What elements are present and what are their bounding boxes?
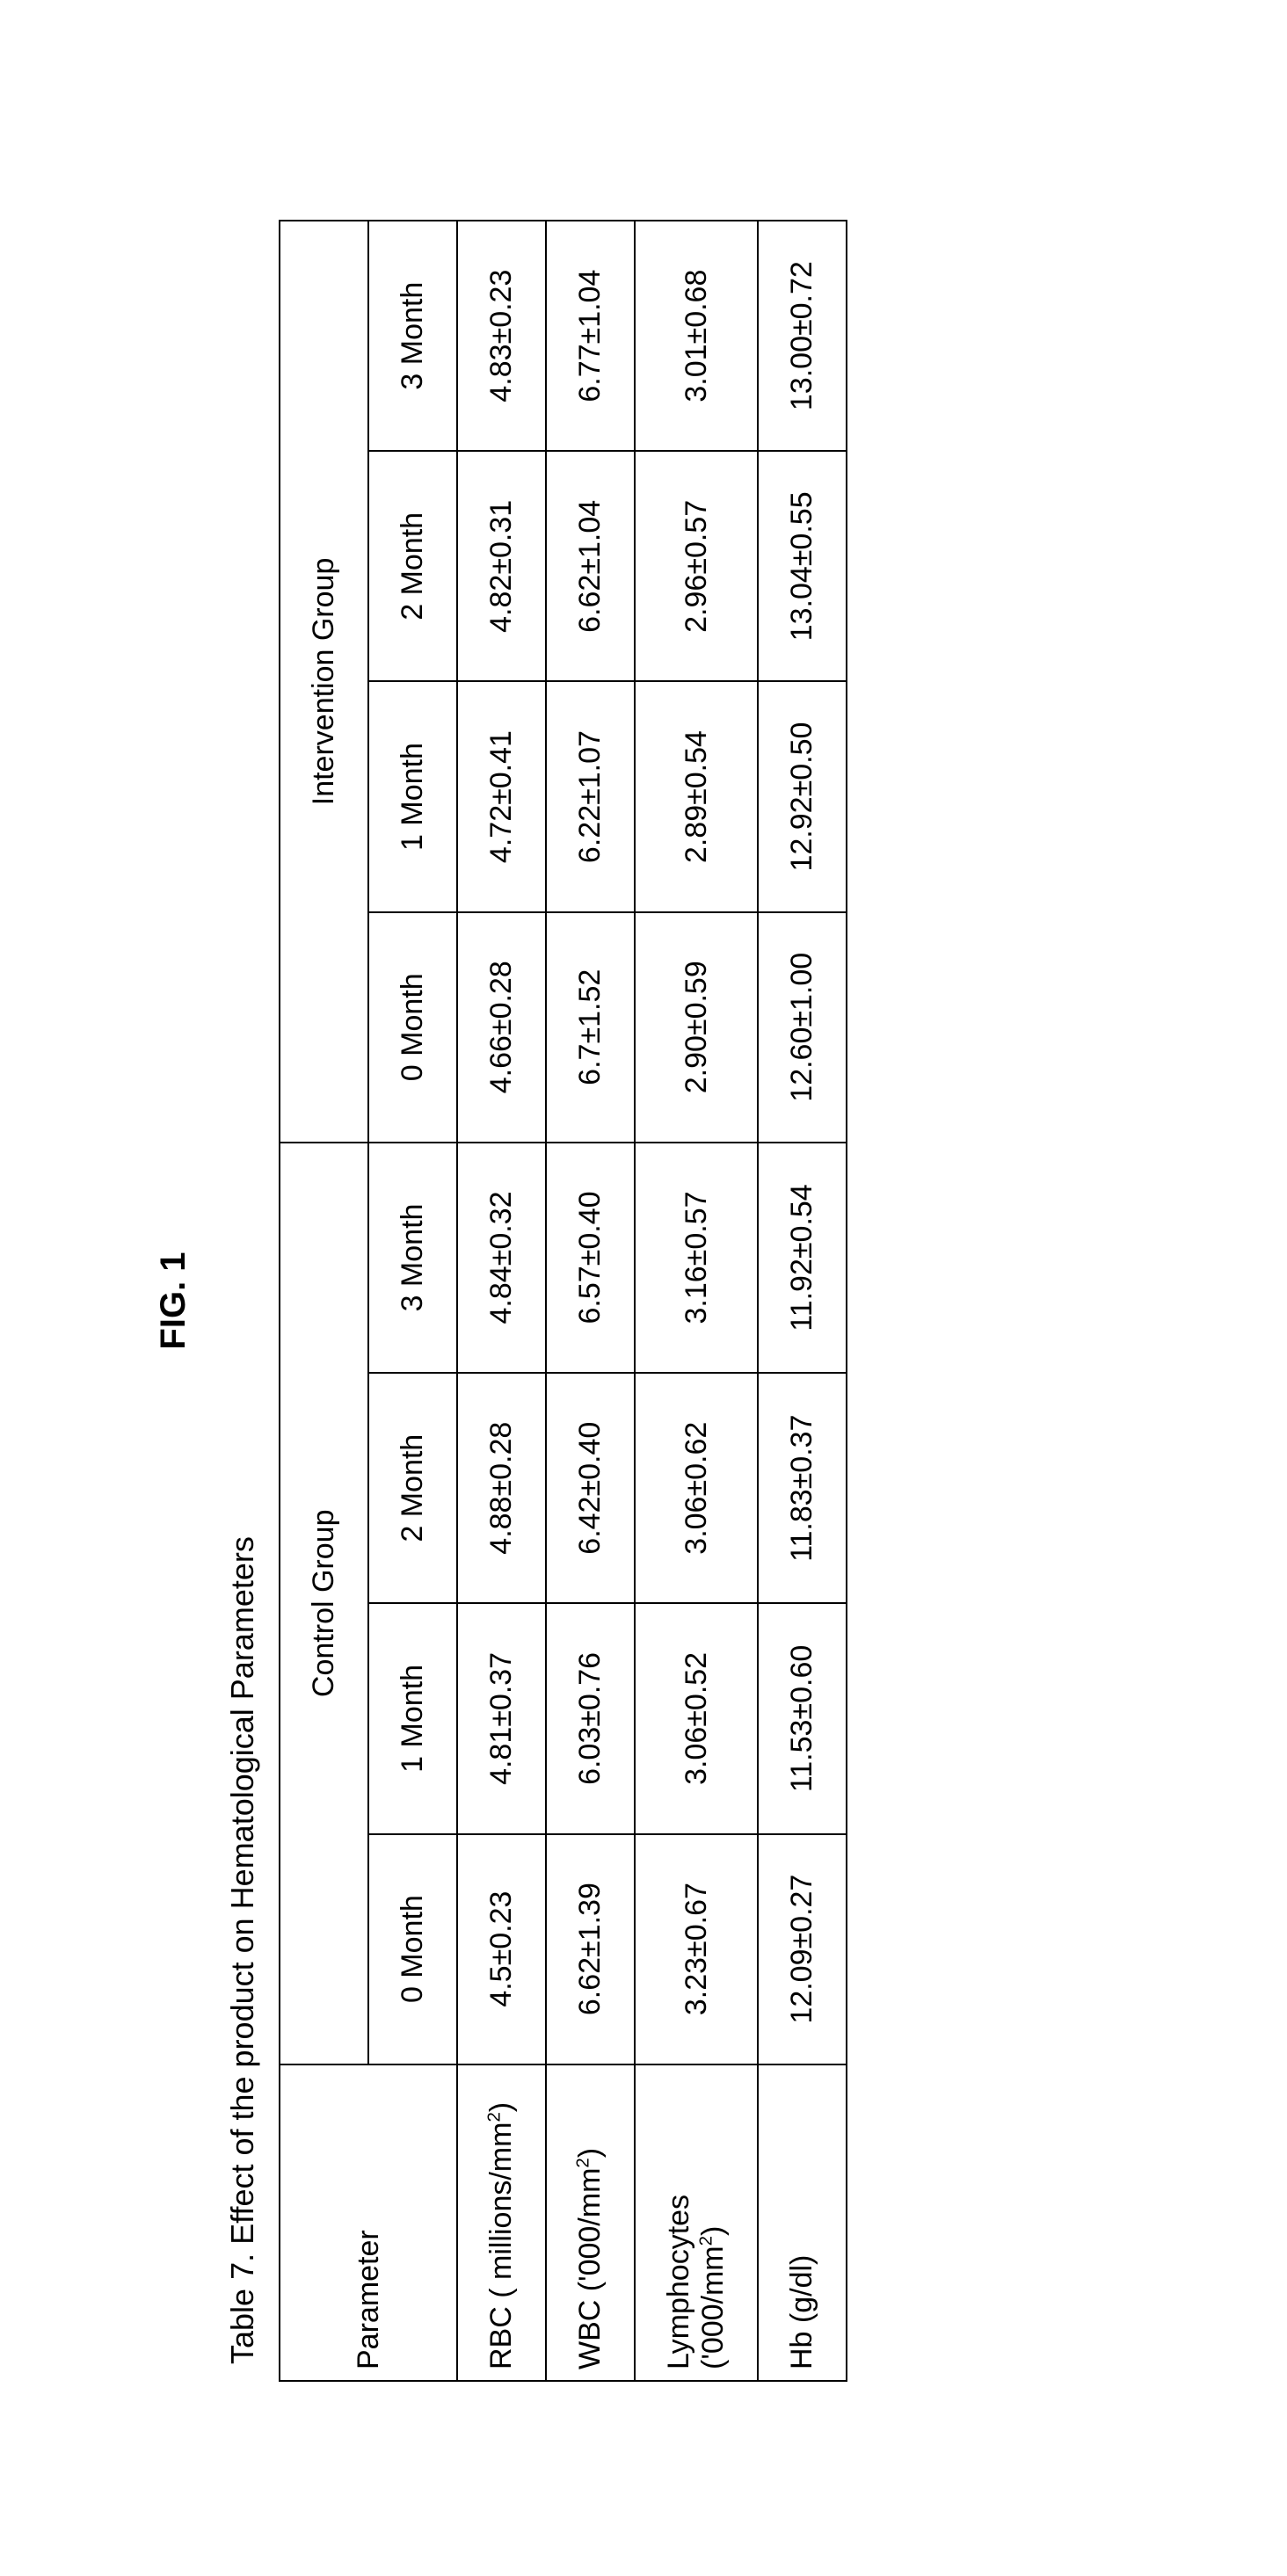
value-cell: 3.06±0.52 — [635, 1603, 758, 1833]
parameter-label: RBC ( millions/mm2) — [457, 2064, 546, 2381]
value-cell: 13.04±0.55 — [758, 451, 847, 681]
table-caption: Table 7. Effect of the product on Hemato… — [224, 193, 261, 2364]
timepoint-header: 0 Month — [368, 912, 457, 1143]
value-cell: 4.88±0.28 — [457, 1373, 546, 1603]
value-cell: 6.57±0.40 — [546, 1143, 635, 1373]
value-cell: 2.96±0.57 — [635, 451, 758, 681]
group-header-intervention: Intervention Group — [280, 221, 368, 1143]
value-cell: 6.03±0.76 — [546, 1603, 635, 1833]
value-cell: 6.62±1.04 — [546, 451, 635, 681]
value-cell: 2.90±0.59 — [635, 912, 758, 1143]
value-cell: 4.83±0.23 — [457, 221, 546, 451]
parameter-header: Parameter — [280, 2064, 457, 2381]
value-cell: 3.16±0.57 — [635, 1143, 758, 1373]
value-cell: 11.83±0.37 — [758, 1373, 847, 1603]
value-cell: 4.72±0.41 — [457, 681, 546, 911]
value-cell: 6.22±1.07 — [546, 681, 635, 911]
group-header-control: Control Group — [280, 1143, 368, 2064]
value-cell: 3.23±0.67 — [635, 1834, 758, 2064]
value-cell: 2.89±0.54 — [635, 681, 758, 911]
value-cell: 11.92±0.54 — [758, 1143, 847, 1373]
parameter-label: Hb (g/dl) — [758, 2064, 847, 2381]
value-cell: 12.09±0.27 — [758, 1834, 847, 2064]
value-cell: 6.42±0.40 — [546, 1373, 635, 1603]
table-body: RBC ( millions/mm2)4.5±0.234.81±0.374.88… — [457, 221, 847, 2381]
table-row: Lymphocytes ('000/mm2)3.23±0.673.06±0.52… — [635, 221, 758, 2381]
value-cell: 4.81±0.37 — [457, 1603, 546, 1833]
value-cell: 11.53±0.60 — [758, 1603, 847, 1833]
value-cell: 4.82±0.31 — [457, 451, 546, 681]
timepoint-header: 2 Month — [368, 451, 457, 681]
figure-label: FIG. 1 — [154, 193, 193, 2408]
value-cell: 12.60±1.00 — [758, 912, 847, 1143]
value-cell: 3.06±0.62 — [635, 1373, 758, 1603]
value-cell: 4.84±0.32 — [457, 1143, 546, 1373]
value-cell: 4.66±0.28 — [457, 912, 546, 1143]
table-header-row-groups: Parameter Control Group Intervention Gro… — [280, 221, 368, 2381]
timepoint-header: 1 Month — [368, 1603, 457, 1833]
table-row: RBC ( millions/mm2)4.5±0.234.81±0.374.88… — [457, 221, 546, 2381]
table-row: Hb (g/dl)12.09±0.2711.53±0.6011.83±0.371… — [758, 221, 847, 2381]
value-cell: 12.92±0.50 — [758, 681, 847, 911]
value-cell: 13.00±0.72 — [758, 221, 847, 451]
table-header-row-timepoints: 0 Month 1 Month 2 Month 3 Month 0 Month … — [368, 221, 457, 2381]
value-cell: 3.01±0.68 — [635, 221, 758, 451]
timepoint-header: 3 Month — [368, 221, 457, 451]
parameter-label: WBC ('000/mm2) — [546, 2064, 635, 2381]
timepoint-header: 2 Month — [368, 1373, 457, 1603]
value-cell: 6.7±1.52 — [546, 912, 635, 1143]
parameter-label: Lymphocytes ('000/mm2) — [635, 2064, 758, 2381]
value-cell: 4.5±0.23 — [457, 1834, 546, 2064]
timepoint-header: 1 Month — [368, 681, 457, 911]
timepoint-header: 3 Month — [368, 1143, 457, 1373]
value-cell: 6.77±1.04 — [546, 221, 635, 451]
table-row: WBC ('000/mm2)6.62±1.396.03±0.766.42±0.4… — [546, 221, 635, 2381]
value-cell: 6.62±1.39 — [546, 1834, 635, 2064]
timepoint-header: 0 Month — [368, 1834, 457, 2064]
data-table: Parameter Control Group Intervention Gro… — [279, 220, 847, 2382]
